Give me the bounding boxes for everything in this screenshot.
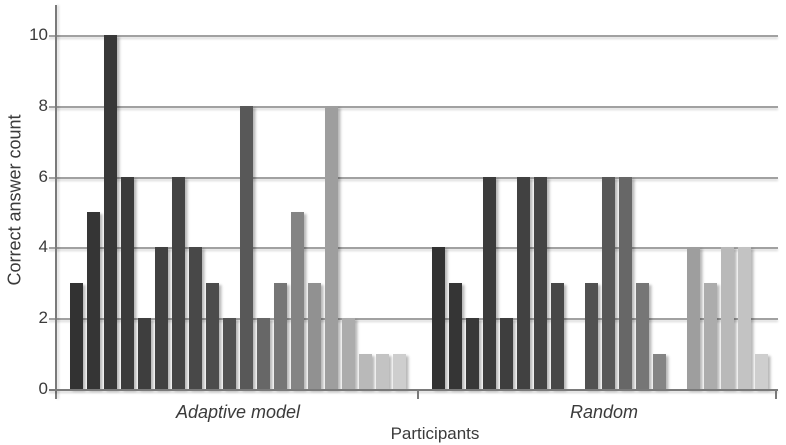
y-axis-line bbox=[55, 5, 57, 399]
bar bbox=[104, 35, 117, 389]
gridline bbox=[49, 176, 778, 179]
bar bbox=[138, 318, 151, 389]
bar bbox=[737, 247, 751, 389]
y-tick-label: 2 bbox=[38, 308, 48, 328]
bar bbox=[431, 247, 445, 389]
y-tick-label: 6 bbox=[38, 166, 48, 186]
bar bbox=[393, 353, 406, 389]
bar bbox=[87, 212, 100, 389]
category-tick bbox=[417, 389, 419, 399]
bar bbox=[465, 318, 479, 389]
bar bbox=[240, 105, 253, 389]
bar bbox=[533, 176, 547, 389]
bar bbox=[635, 282, 649, 389]
bar bbox=[686, 247, 700, 389]
bar bbox=[652, 353, 666, 389]
bar bbox=[516, 176, 530, 389]
gridline bbox=[49, 247, 778, 250]
y-axis-title: Correct answer count bbox=[4, 114, 25, 286]
bar bbox=[308, 282, 321, 389]
bar bbox=[189, 247, 202, 389]
y-tick-label: 4 bbox=[38, 237, 48, 257]
bar bbox=[754, 353, 768, 389]
gridline bbox=[49, 318, 778, 321]
bar bbox=[499, 318, 513, 389]
bar bbox=[223, 318, 236, 389]
bar bbox=[601, 176, 615, 389]
bar bbox=[550, 282, 564, 389]
bar bbox=[720, 247, 734, 389]
bar bbox=[342, 318, 355, 389]
bar bbox=[359, 353, 372, 389]
bar bbox=[325, 105, 338, 389]
group-label-adaptive-model: Adaptive model bbox=[175, 402, 301, 422]
bar bbox=[376, 353, 389, 389]
bar bbox=[172, 176, 185, 389]
bar bbox=[155, 247, 168, 389]
bar bbox=[206, 282, 219, 389]
bar bbox=[448, 282, 462, 389]
bar bbox=[257, 318, 270, 389]
y-tick-label: 0 bbox=[38, 379, 48, 398]
gridline bbox=[49, 35, 778, 37]
gridline bbox=[49, 105, 778, 108]
category-tick bbox=[775, 389, 777, 399]
bar bbox=[291, 212, 304, 389]
bar bbox=[618, 176, 632, 389]
y-tick-label: 10 bbox=[29, 25, 48, 44]
plot-area bbox=[49, 5, 778, 399]
bar bbox=[584, 282, 598, 389]
bar bbox=[274, 282, 287, 389]
x-axis-title: Participants bbox=[390, 424, 480, 443]
bar bbox=[703, 282, 717, 389]
bar bbox=[482, 176, 496, 389]
bar bbox=[121, 176, 134, 389]
bar bbox=[70, 282, 83, 389]
group-label-random: Random bbox=[569, 402, 639, 422]
y-tick-label: 8 bbox=[38, 95, 48, 115]
x-axis-line bbox=[49, 389, 778, 391]
